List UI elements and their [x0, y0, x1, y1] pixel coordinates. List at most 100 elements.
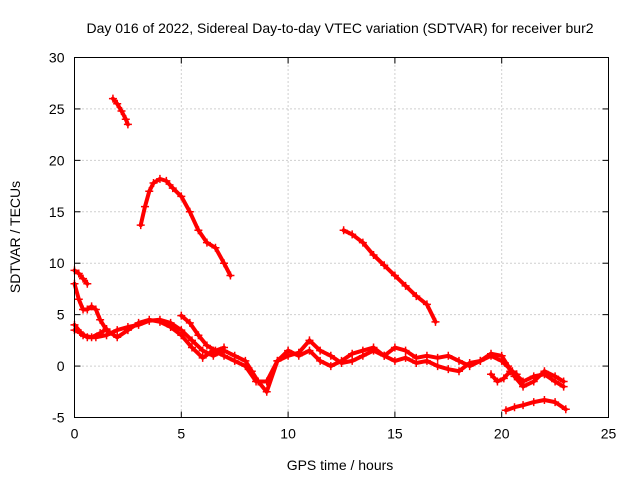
data-point: [501, 406, 510, 415]
data-point: [339, 226, 348, 235]
chart-title: Day 016 of 2022, Sidereal Day-to-day VTE…: [86, 20, 593, 36]
data-point: [412, 292, 421, 301]
data-point: [476, 356, 485, 365]
series-trace: [72, 268, 90, 286]
data-point: [433, 362, 442, 371]
y-tick-label: 20: [49, 152, 65, 168]
y-tick-label: 15: [49, 204, 65, 220]
series-arc-8: [177, 311, 229, 355]
grid-layer: [74, 57, 609, 418]
data-point: [401, 281, 410, 290]
data-point: [187, 336, 196, 345]
data-point: [211, 243, 220, 252]
data-point: [123, 120, 132, 129]
data-point: [121, 115, 130, 124]
data-point: [140, 202, 149, 211]
data-point: [369, 250, 378, 259]
data-point: [262, 387, 271, 396]
data-point: [254, 377, 263, 386]
data-point: [123, 322, 132, 331]
data-point: [155, 315, 164, 324]
data-point: [305, 336, 314, 345]
data-point: [117, 106, 126, 115]
series-layer: [70, 94, 570, 415]
y-tick-label: 5: [57, 307, 65, 323]
x-tick-label: 15: [387, 426, 403, 442]
series-trace: [489, 369, 526, 387]
data-point: [220, 259, 229, 268]
x-tick-label: 5: [177, 426, 185, 442]
data-point: [202, 238, 211, 247]
data-point: [87, 333, 96, 342]
data-point: [529, 372, 538, 381]
data-point: [493, 377, 502, 386]
data-point: [519, 401, 528, 410]
data-point: [185, 207, 194, 216]
tick-layer: 0 5 10 15 20 25 -5 0 5 10 15 20 25 30: [49, 50, 617, 442]
data-point: [166, 318, 175, 327]
data-point: [74, 295, 83, 304]
y-tick-label: 30: [49, 50, 65, 66]
data-point: [211, 346, 220, 355]
data-point: [316, 356, 325, 365]
data-point: [551, 377, 560, 386]
data-point: [380, 261, 389, 270]
data-point: [348, 356, 357, 365]
data-point: [512, 370, 521, 379]
data-point: [198, 346, 207, 355]
data-point: [326, 351, 335, 360]
data-point: [220, 343, 229, 352]
data-point: [83, 305, 92, 314]
series-arc-10: [487, 367, 528, 389]
x-tick-label: 10: [280, 426, 296, 442]
series-arc-1: [108, 94, 132, 129]
x-tick-label: 25: [601, 426, 617, 442]
data-point: [83, 279, 92, 288]
series-arc-7: [70, 320, 111, 342]
data-point: [390, 271, 399, 280]
data-point: [113, 99, 122, 108]
data-point: [87, 302, 96, 311]
data-point: [540, 396, 549, 405]
x-tick-label: 20: [494, 426, 510, 442]
data-point: [561, 405, 570, 414]
data-point: [390, 356, 399, 365]
series-arc-3: [339, 226, 440, 326]
data-point: [348, 230, 357, 239]
data-point: [102, 325, 111, 334]
data-point: [96, 315, 105, 324]
data-point: [91, 305, 100, 314]
x-axis-label: GPS time / hours: [287, 457, 394, 473]
data-point: [149, 178, 158, 187]
data-point: [113, 333, 122, 342]
data-point: [454, 356, 463, 365]
data-point: [177, 326, 186, 335]
data-point: [326, 362, 335, 371]
data-point: [519, 380, 528, 389]
plot-frame: [74, 57, 609, 418]
data-point: [444, 365, 453, 374]
data-point: [185, 318, 194, 327]
data-point: [294, 351, 303, 360]
data-point: [497, 356, 506, 365]
data-point: [454, 367, 463, 376]
data-point: [273, 356, 282, 365]
data-point: [136, 221, 145, 230]
data-point: [369, 343, 378, 352]
series-trace: [72, 281, 566, 389]
data-point: [487, 370, 496, 379]
series-arc-2: [136, 174, 235, 280]
y-tick-label: -5: [52, 410, 65, 426]
data-point: [551, 398, 560, 407]
data-point: [177, 311, 186, 320]
y-tick-label: 25: [49, 101, 65, 117]
data-point: [506, 367, 515, 376]
data-point: [155, 174, 164, 183]
series-arc-5: [70, 315, 568, 396]
data-point: [108, 94, 117, 103]
data-point: [559, 382, 568, 391]
series-arc-9: [501, 396, 570, 415]
data-point: [422, 300, 431, 309]
data-point: [202, 341, 211, 350]
